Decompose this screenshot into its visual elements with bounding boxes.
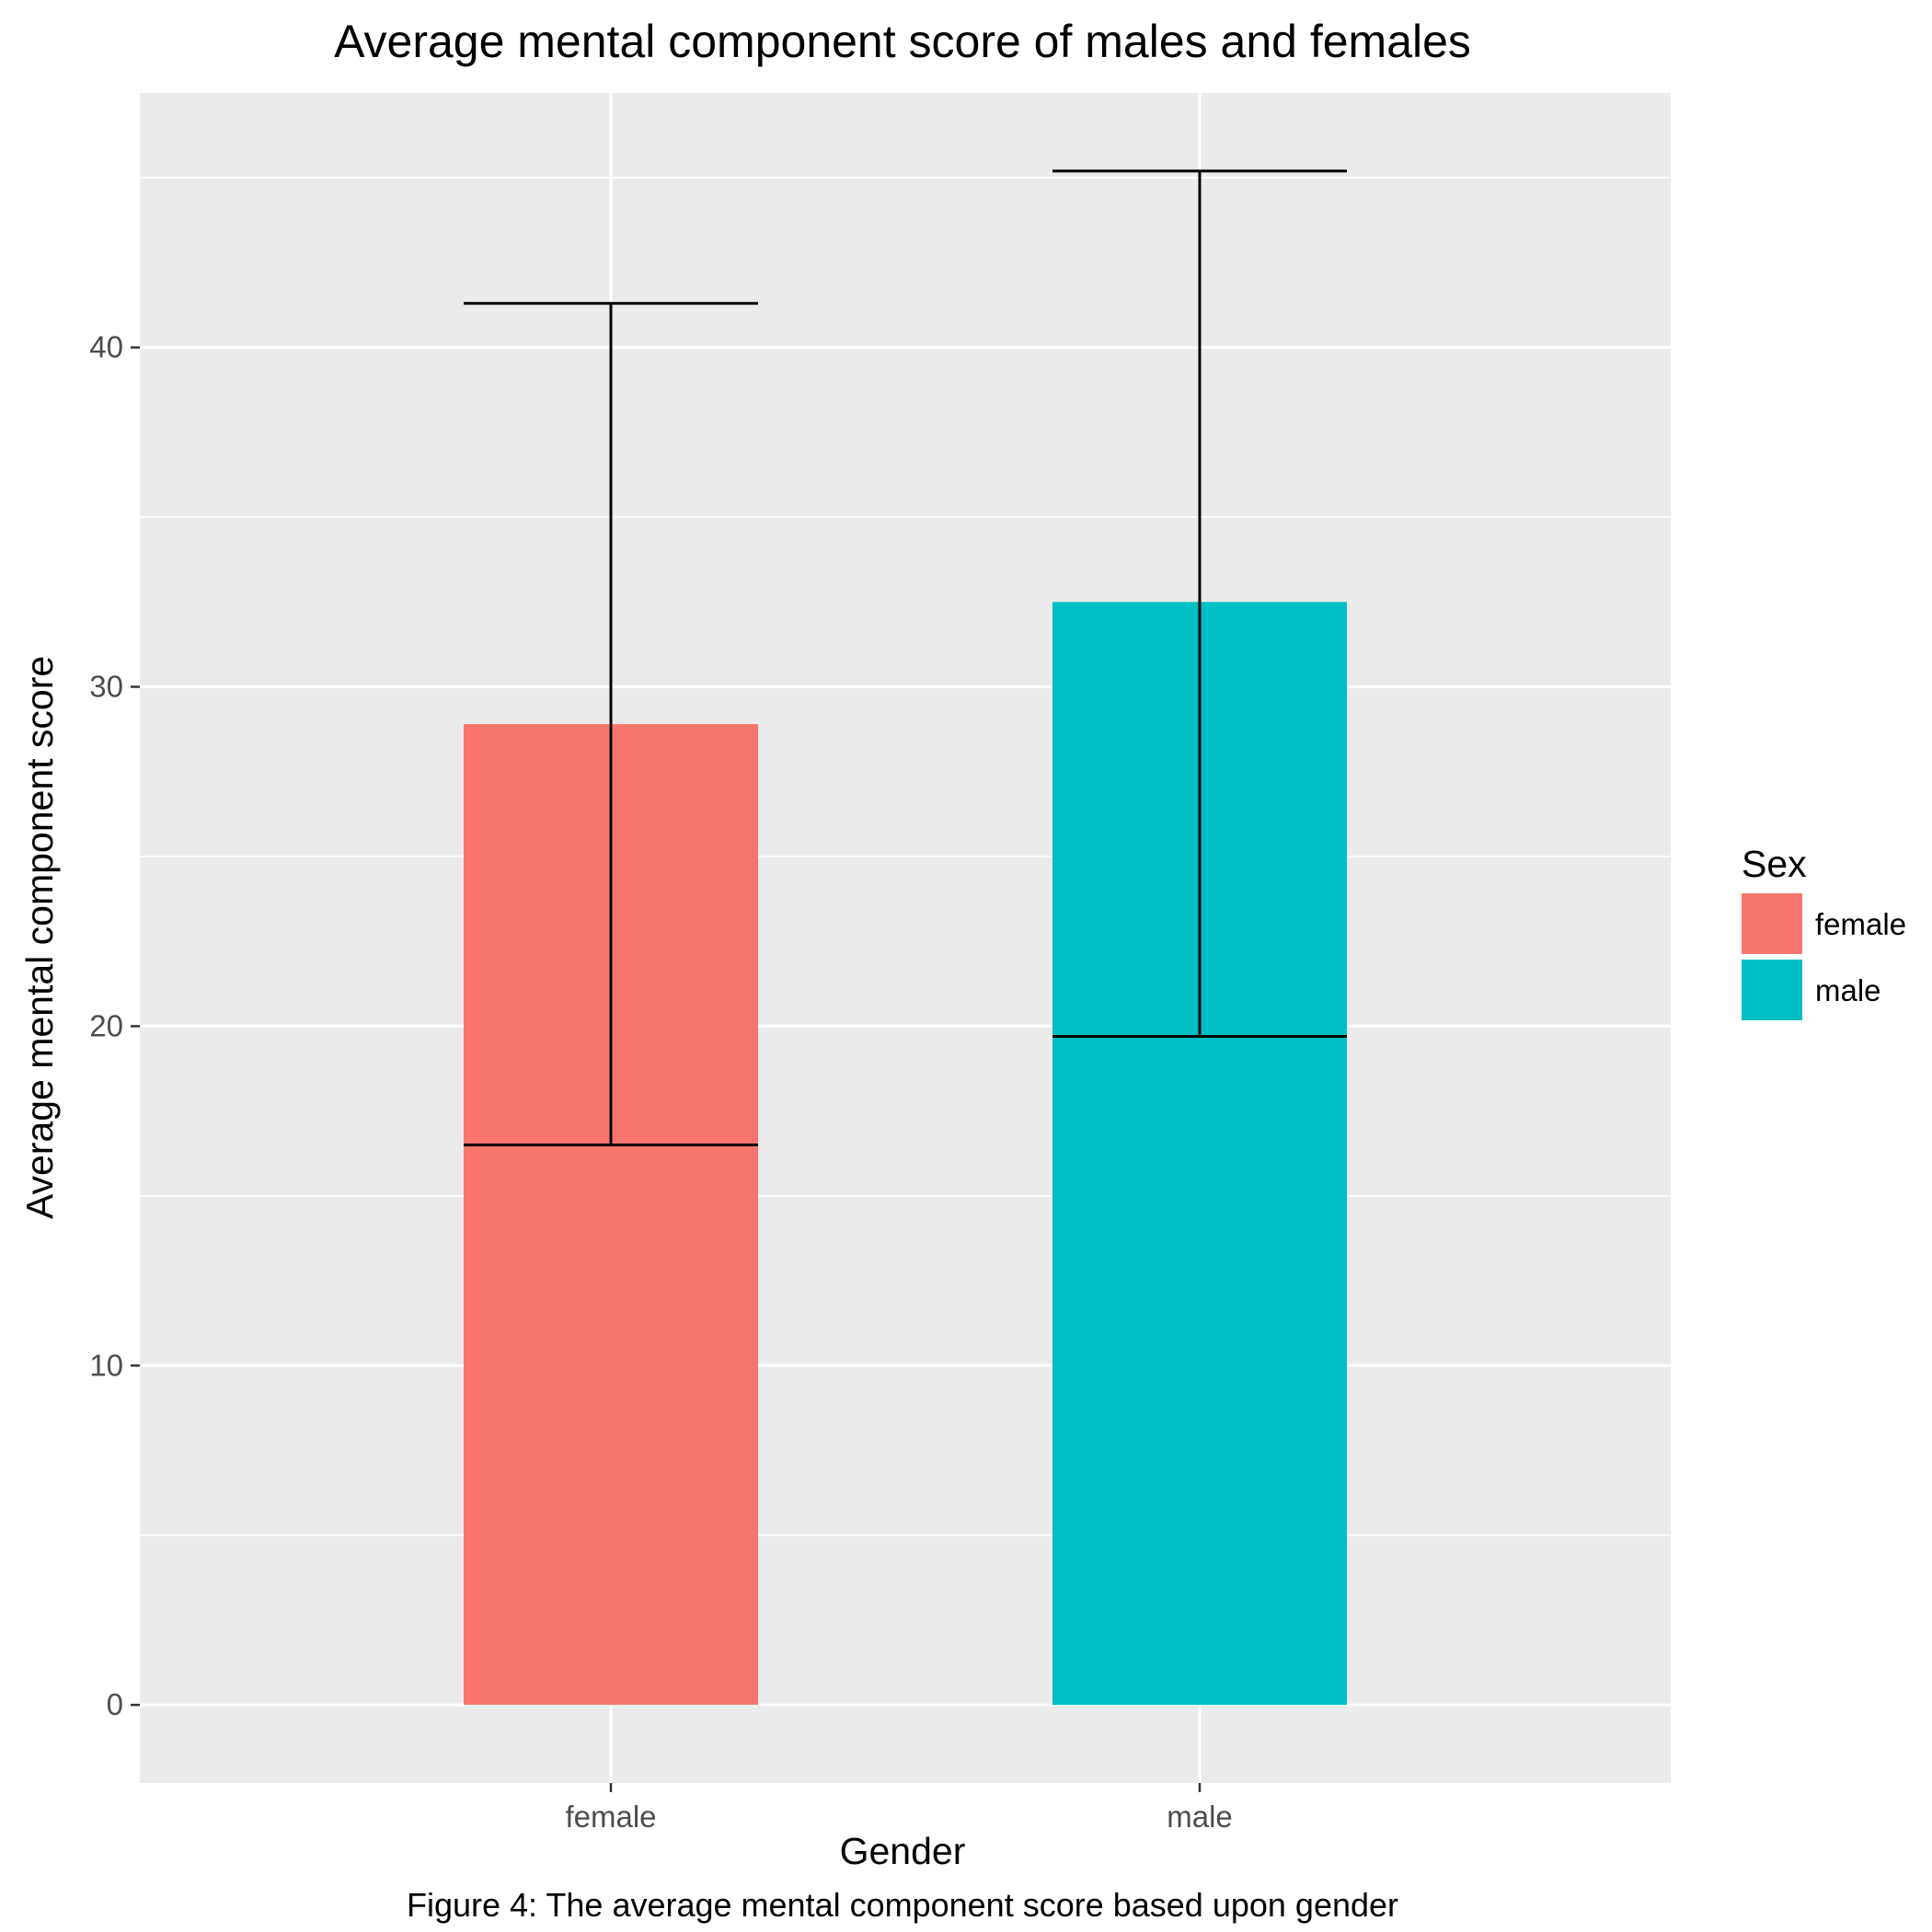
legend-label-female: female	[1815, 907, 1906, 941]
error-bars	[464, 169, 1347, 1147]
y-tick-label: 30	[89, 670, 123, 704]
legend-swatch-male	[1742, 960, 1802, 1020]
legend-label-male: male	[1815, 973, 1881, 1007]
legend: Sex female male	[1742, 843, 1906, 1020]
plot-panel	[140, 93, 1671, 1783]
y-tick-label: 0	[107, 1687, 123, 1721]
grid-minor	[140, 177, 1671, 1536]
chart-title: Average mental component score of males …	[334, 16, 1471, 67]
x-axis: female male	[565, 1783, 1233, 1834]
y-axis-title: Average mental component score	[18, 656, 61, 1219]
legend-title: Sex	[1742, 843, 1807, 885]
y-tick-label: 10	[89, 1348, 123, 1382]
y-tick-label: 40	[89, 330, 123, 364]
figure-caption: Figure 4: The average mental component s…	[407, 1886, 1398, 1924]
legend-entries: female male	[1742, 893, 1906, 1020]
x-tick-label: male	[1167, 1800, 1233, 1834]
legend-swatch-female	[1742, 893, 1802, 954]
y-tick-label: 20	[89, 1008, 123, 1042]
y-axis: 0 10 20 30 40	[89, 330, 140, 1721]
x-axis-title: Gender	[840, 1830, 966, 1872]
x-tick-label: female	[565, 1800, 656, 1834]
